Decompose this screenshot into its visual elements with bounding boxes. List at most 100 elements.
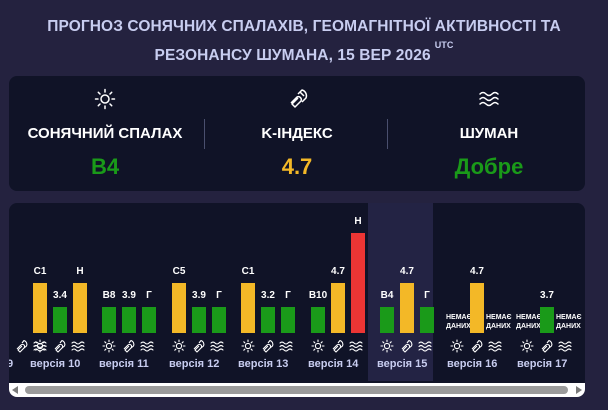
- waves-icon: [558, 339, 572, 353]
- flare-value-label: B8: [102, 290, 116, 301]
- title-line-2: РЕЗОНАНСУ ШУМАНА, 15 ВЕР 2026UTC: [0, 39, 608, 68]
- flare-bar: [172, 283, 186, 333]
- version-icons: [450, 339, 502, 353]
- magnet-icon: [399, 339, 413, 353]
- kp-bar: [331, 283, 345, 333]
- schumann-value-label: Г: [424, 290, 430, 301]
- magnet-icon: [260, 339, 274, 353]
- schumann-bar: [420, 307, 434, 333]
- schumann-bar: [351, 233, 365, 333]
- version-label[interactable]: 9: [9, 358, 14, 370]
- schumann-value-label: Г: [216, 290, 222, 301]
- kp-bar: [122, 307, 136, 333]
- kp-bar: [540, 307, 554, 333]
- waves-icon: [140, 339, 154, 353]
- version-label[interactable]: версія 14: [308, 358, 359, 370]
- sun-icon: [102, 339, 116, 353]
- magnet-icon: [121, 339, 135, 353]
- sun-icon: [33, 339, 47, 353]
- flare-bar: [33, 283, 47, 333]
- flare-bar: [380, 307, 394, 333]
- version-label[interactable]: версія 17: [517, 358, 568, 370]
- scroll-left-arrow-icon[interactable]: [12, 386, 18, 394]
- waves-icon: [418, 339, 432, 353]
- summary-label: K-ІНДЕКС: [261, 125, 333, 142]
- flare-value-label: B10: [308, 290, 328, 301]
- version-label[interactable]: версія 11: [99, 358, 149, 370]
- flare-value-label: B4: [380, 290, 394, 301]
- title-text-2: РЕЗОНАНСУ ШУМАНА, 15 ВЕР 2026: [154, 47, 431, 65]
- magnet-icon: [469, 339, 483, 353]
- schumann-bar: [281, 307, 295, 333]
- kp-bar: [470, 283, 484, 333]
- version-icons: [380, 339, 432, 353]
- magnet-icon: [52, 339, 66, 353]
- sun-icon: [380, 339, 394, 353]
- magnet-icon: [330, 339, 344, 353]
- kp-value-label: 3.9: [192, 290, 206, 301]
- version-icons: [172, 339, 224, 353]
- version-label[interactable]: версія 16: [447, 358, 498, 370]
- kp-value-label: 4.7: [470, 266, 484, 277]
- waves-icon: [71, 339, 85, 353]
- horizontal-scrollbar[interactable]: [9, 383, 585, 397]
- version-label[interactable]: версія 15: [377, 358, 428, 370]
- waves-icon: [279, 339, 293, 353]
- sun-icon: [450, 339, 464, 353]
- flare-bar: [241, 283, 255, 333]
- flare-value-label: C1: [241, 266, 255, 277]
- version-icons: [311, 339, 363, 353]
- waves-icon: [393, 88, 585, 110]
- no-data-label: НЕМАЄ ДАНИХ: [446, 314, 472, 330]
- kp-bar: [400, 283, 414, 333]
- sun-icon: [520, 339, 534, 353]
- schumann-bar: [212, 307, 226, 333]
- kp-value-label: 3.7: [540, 290, 554, 301]
- kp-bar: [53, 307, 67, 333]
- magnet-icon: [539, 339, 553, 353]
- flare-bar: [102, 307, 116, 333]
- no-data-label: НЕМАЄ ДАНИХ: [486, 314, 512, 330]
- magnet-icon: [201, 88, 393, 110]
- kp-value-label: 4.7: [400, 266, 414, 277]
- version-label[interactable]: версія 12: [169, 358, 220, 370]
- page-title: ПРОГНОЗ СОНЯЧНИХ СПАЛАХІВ, ГЕОМАГНІТНОЇ …: [0, 14, 608, 68]
- version-icons: [241, 339, 293, 353]
- version-icons: [33, 339, 85, 353]
- schumann-bar: [73, 283, 87, 333]
- kp-value-label: 3.2: [261, 290, 275, 301]
- sun-icon: [311, 339, 325, 353]
- flare-value-label: C5: [172, 266, 186, 277]
- summary-label: ШУМАН: [459, 125, 519, 142]
- kp-value-label: 3.9: [122, 290, 136, 301]
- summary-value: B4: [90, 154, 120, 179]
- sun-icon: [9, 88, 201, 110]
- magnet-icon: [191, 339, 205, 353]
- divider: [204, 119, 205, 149]
- kp-value-label: 4.7: [331, 266, 345, 277]
- version-label[interactable]: версія 13: [238, 358, 289, 370]
- scrollbar-thumb[interactable]: [25, 386, 568, 394]
- divider: [387, 119, 388, 149]
- waves-icon: [210, 339, 224, 353]
- summary-value: Добре: [454, 154, 524, 179]
- magnet-icon: [14, 339, 28, 353]
- flare-bar: [311, 307, 325, 333]
- timezone-label: UTC: [434, 40, 454, 50]
- waves-icon: [488, 339, 502, 353]
- summary-schumann: ШУМАН Добре: [393, 76, 585, 191]
- summary-k-index: K-ІНДЕКС 4.7: [201, 76, 393, 191]
- flare-value-label: C1: [33, 266, 47, 277]
- summary-value: 4.7: [281, 154, 313, 179]
- waves-icon: [349, 339, 363, 353]
- kp-bar: [261, 307, 275, 333]
- scroll-right-arrow-icon[interactable]: [576, 386, 582, 394]
- summary-label: СОНЯЧНИЙ СПАЛАХ: [27, 125, 183, 142]
- summary-solar-flare: СОНЯЧНИЙ СПАЛАХ B4: [9, 76, 201, 191]
- schumann-bar: [142, 307, 156, 333]
- version-icons: [520, 339, 572, 353]
- schumann-value-label: Н: [354, 216, 362, 227]
- kp-value-label: 3.4: [53, 290, 67, 301]
- version-label[interactable]: версія 10: [30, 358, 81, 370]
